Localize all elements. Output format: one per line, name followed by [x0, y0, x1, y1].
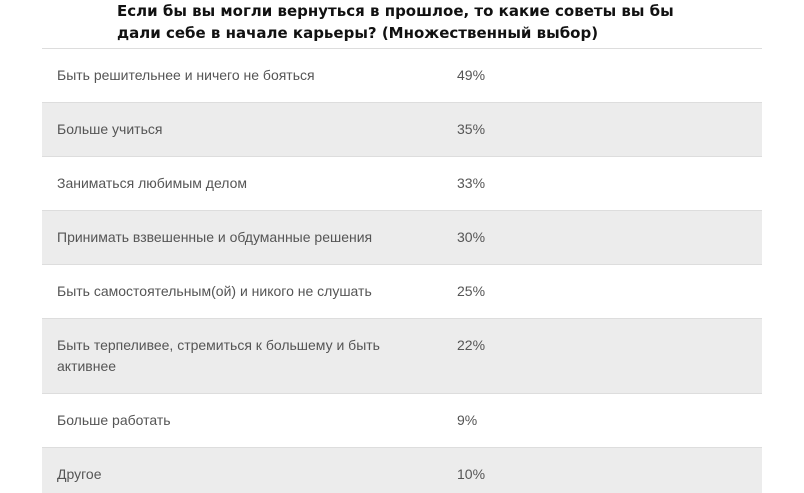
- percent-cell: 25%: [457, 283, 486, 299]
- table-row: Быть самостоятельным(ой) и никого не слу…: [42, 265, 762, 319]
- percent-cell: 49%: [457, 67, 486, 83]
- answer-cell: Другое: [57, 466, 102, 482]
- percent-cell: 9%: [457, 412, 478, 428]
- table-row: Принимать взвешенные и обдуманные решени…: [42, 210, 762, 265]
- table-row: Больше учиться 35%: [42, 102, 762, 157]
- answer-cell: Принимать взвешенные и обдуманные решени…: [57, 229, 373, 245]
- table-row: Больше работать 9%: [42, 394, 762, 448]
- answer-cell: Больше работать: [57, 412, 171, 428]
- table-row: Быть терпеливее, стремиться к большему и…: [42, 318, 762, 394]
- answer-cell: Заниматься любимым делом: [57, 175, 248, 191]
- percent-cell: 35%: [457, 121, 486, 137]
- percent-cell: 33%: [457, 175, 486, 191]
- answer-cell: Больше учиться: [57, 121, 163, 137]
- percent-cell: 22%: [457, 337, 486, 353]
- answer-cell: Быть терпеливее, стремиться к большему и…: [57, 337, 380, 374]
- answer-cell: Быть самостоятельным(ой) и никого не слу…: [57, 283, 372, 299]
- table-row: Заниматься любимым делом 33%: [42, 157, 762, 211]
- percent-cell: 10%: [457, 466, 486, 482]
- survey-results-table: Быть решительнее и ничего не бояться 49%…: [42, 48, 762, 493]
- percent-cell: 30%: [457, 229, 486, 245]
- table-row: Другое 10%: [42, 447, 762, 493]
- question-title: Если бы вы могли вернуться в прошлое, то…: [117, 2, 674, 42]
- table-row: Быть решительнее и ничего не бояться 49%: [42, 49, 762, 103]
- answer-cell: Быть решительнее и ничего не бояться: [57, 67, 315, 83]
